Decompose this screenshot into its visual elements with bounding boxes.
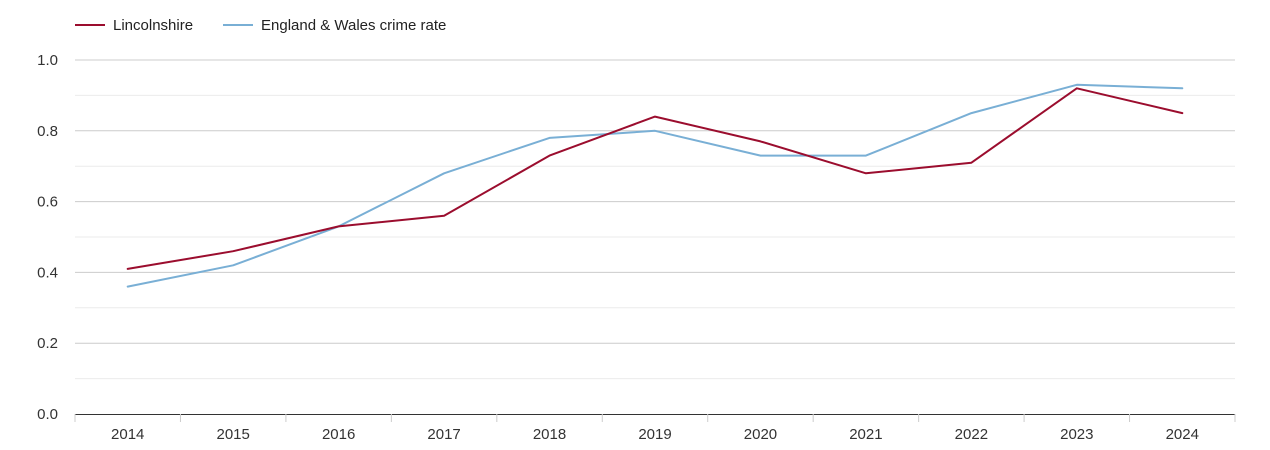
y-tick-label: 0.8: [37, 123, 58, 140]
y-tick-label: 0.6: [37, 194, 58, 211]
series-lines: [126, 83, 1184, 288]
legend: Lincolnshire England & Wales crime rate: [75, 17, 446, 34]
x-tick-label: 2014: [111, 426, 144, 443]
x-tick-label: 2019: [638, 426, 671, 443]
x-tick-label: 2015: [216, 426, 249, 443]
gridlines: [75, 59, 1235, 380]
y-tick-label: 0.2: [37, 335, 58, 352]
x-axis: 2014 2015 2016 2017 2018 2019 2020 2021 2022 2023…: [74, 414, 1236, 443]
y-axis: 0.0 0.2 0.4 0.6 0.8 1.0: [37, 52, 58, 423]
x-tick-label: 2024: [1166, 426, 1199, 443]
x-tick-label: 2017: [427, 426, 460, 443]
y-tick-label: 0.0: [37, 406, 58, 423]
series-line-lincolnshire: [126, 87, 1184, 270]
x-tick-label: 2022: [955, 426, 988, 443]
x-tick-label: 2018: [533, 426, 566, 443]
y-tick-label: 0.4: [37, 264, 58, 281]
series-line-england-wales-crime-rate: [126, 83, 1184, 288]
x-tick-label: 2020: [744, 426, 777, 443]
x-tick-label: 2023: [1060, 426, 1093, 443]
x-tick-label: 2016: [322, 426, 355, 443]
legend-label-england-wales: England & Wales crime rate: [261, 17, 446, 34]
legend-label-lincolnshire: Lincolnshire: [113, 17, 193, 34]
y-tick-label: 1.0: [37, 52, 58, 69]
x-tick-label: 2021: [849, 426, 882, 443]
